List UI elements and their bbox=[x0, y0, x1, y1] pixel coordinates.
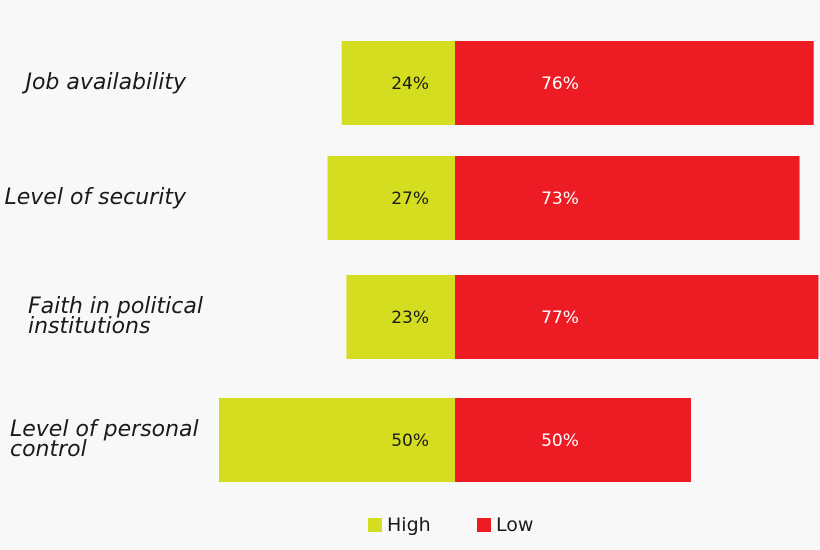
category-label-line: institutions bbox=[28, 314, 151, 339]
bar-high-job-availability bbox=[341, 41, 455, 125]
data-label-high-faith-in-political-institutions: 23% bbox=[391, 308, 429, 328]
category-label-job-availability: Job availability bbox=[25, 70, 186, 95]
category-label-line: Faith in political bbox=[28, 294, 203, 319]
data-label-high-level-of-security: 27% bbox=[391, 189, 429, 209]
legend-high-swatch bbox=[368, 518, 382, 532]
legend-low-label: Low bbox=[496, 514, 534, 536]
legend-high-label: High bbox=[387, 514, 431, 536]
data-label-low-level-of-security: 73% bbox=[541, 189, 579, 209]
bar-low-level-of-personal-control bbox=[455, 398, 691, 482]
data-label-high-level-of-personal-control: 50% bbox=[391, 431, 429, 451]
category-label-line: Job availability bbox=[25, 70, 186, 95]
legend-high: High bbox=[368, 514, 431, 536]
bar-high-level-of-security bbox=[327, 156, 455, 240]
bar-high-faith-in-political-institutions bbox=[346, 275, 455, 359]
category-label-level-of-security: Level of security bbox=[4, 185, 187, 210]
legend-low: Low bbox=[477, 514, 533, 536]
category-label-line: Level of personal bbox=[10, 417, 199, 442]
bar-high-level-of-personal-control bbox=[219, 398, 455, 482]
category-label-line: control bbox=[10, 437, 87, 462]
data-label-low-faith-in-political-institutions: 77% bbox=[541, 308, 579, 328]
data-label-high-job-availability: 24% bbox=[391, 74, 429, 94]
bar-low-faith-in-political-institutions bbox=[455, 275, 819, 359]
category-label-faith-in-political-institutions: Faith in political institutions bbox=[28, 294, 203, 339]
data-label-low-level-of-personal-control: 50% bbox=[541, 431, 579, 451]
data-label-low-job-availability: 76% bbox=[541, 74, 579, 94]
legend-low-swatch bbox=[477, 518, 491, 532]
bar-low-job-availability bbox=[455, 41, 814, 125]
category-label-level-of-personal-control: Level of personal control bbox=[10, 417, 199, 462]
category-label-line: Level of security bbox=[4, 185, 187, 210]
bar-low-level-of-security bbox=[455, 156, 800, 240]
